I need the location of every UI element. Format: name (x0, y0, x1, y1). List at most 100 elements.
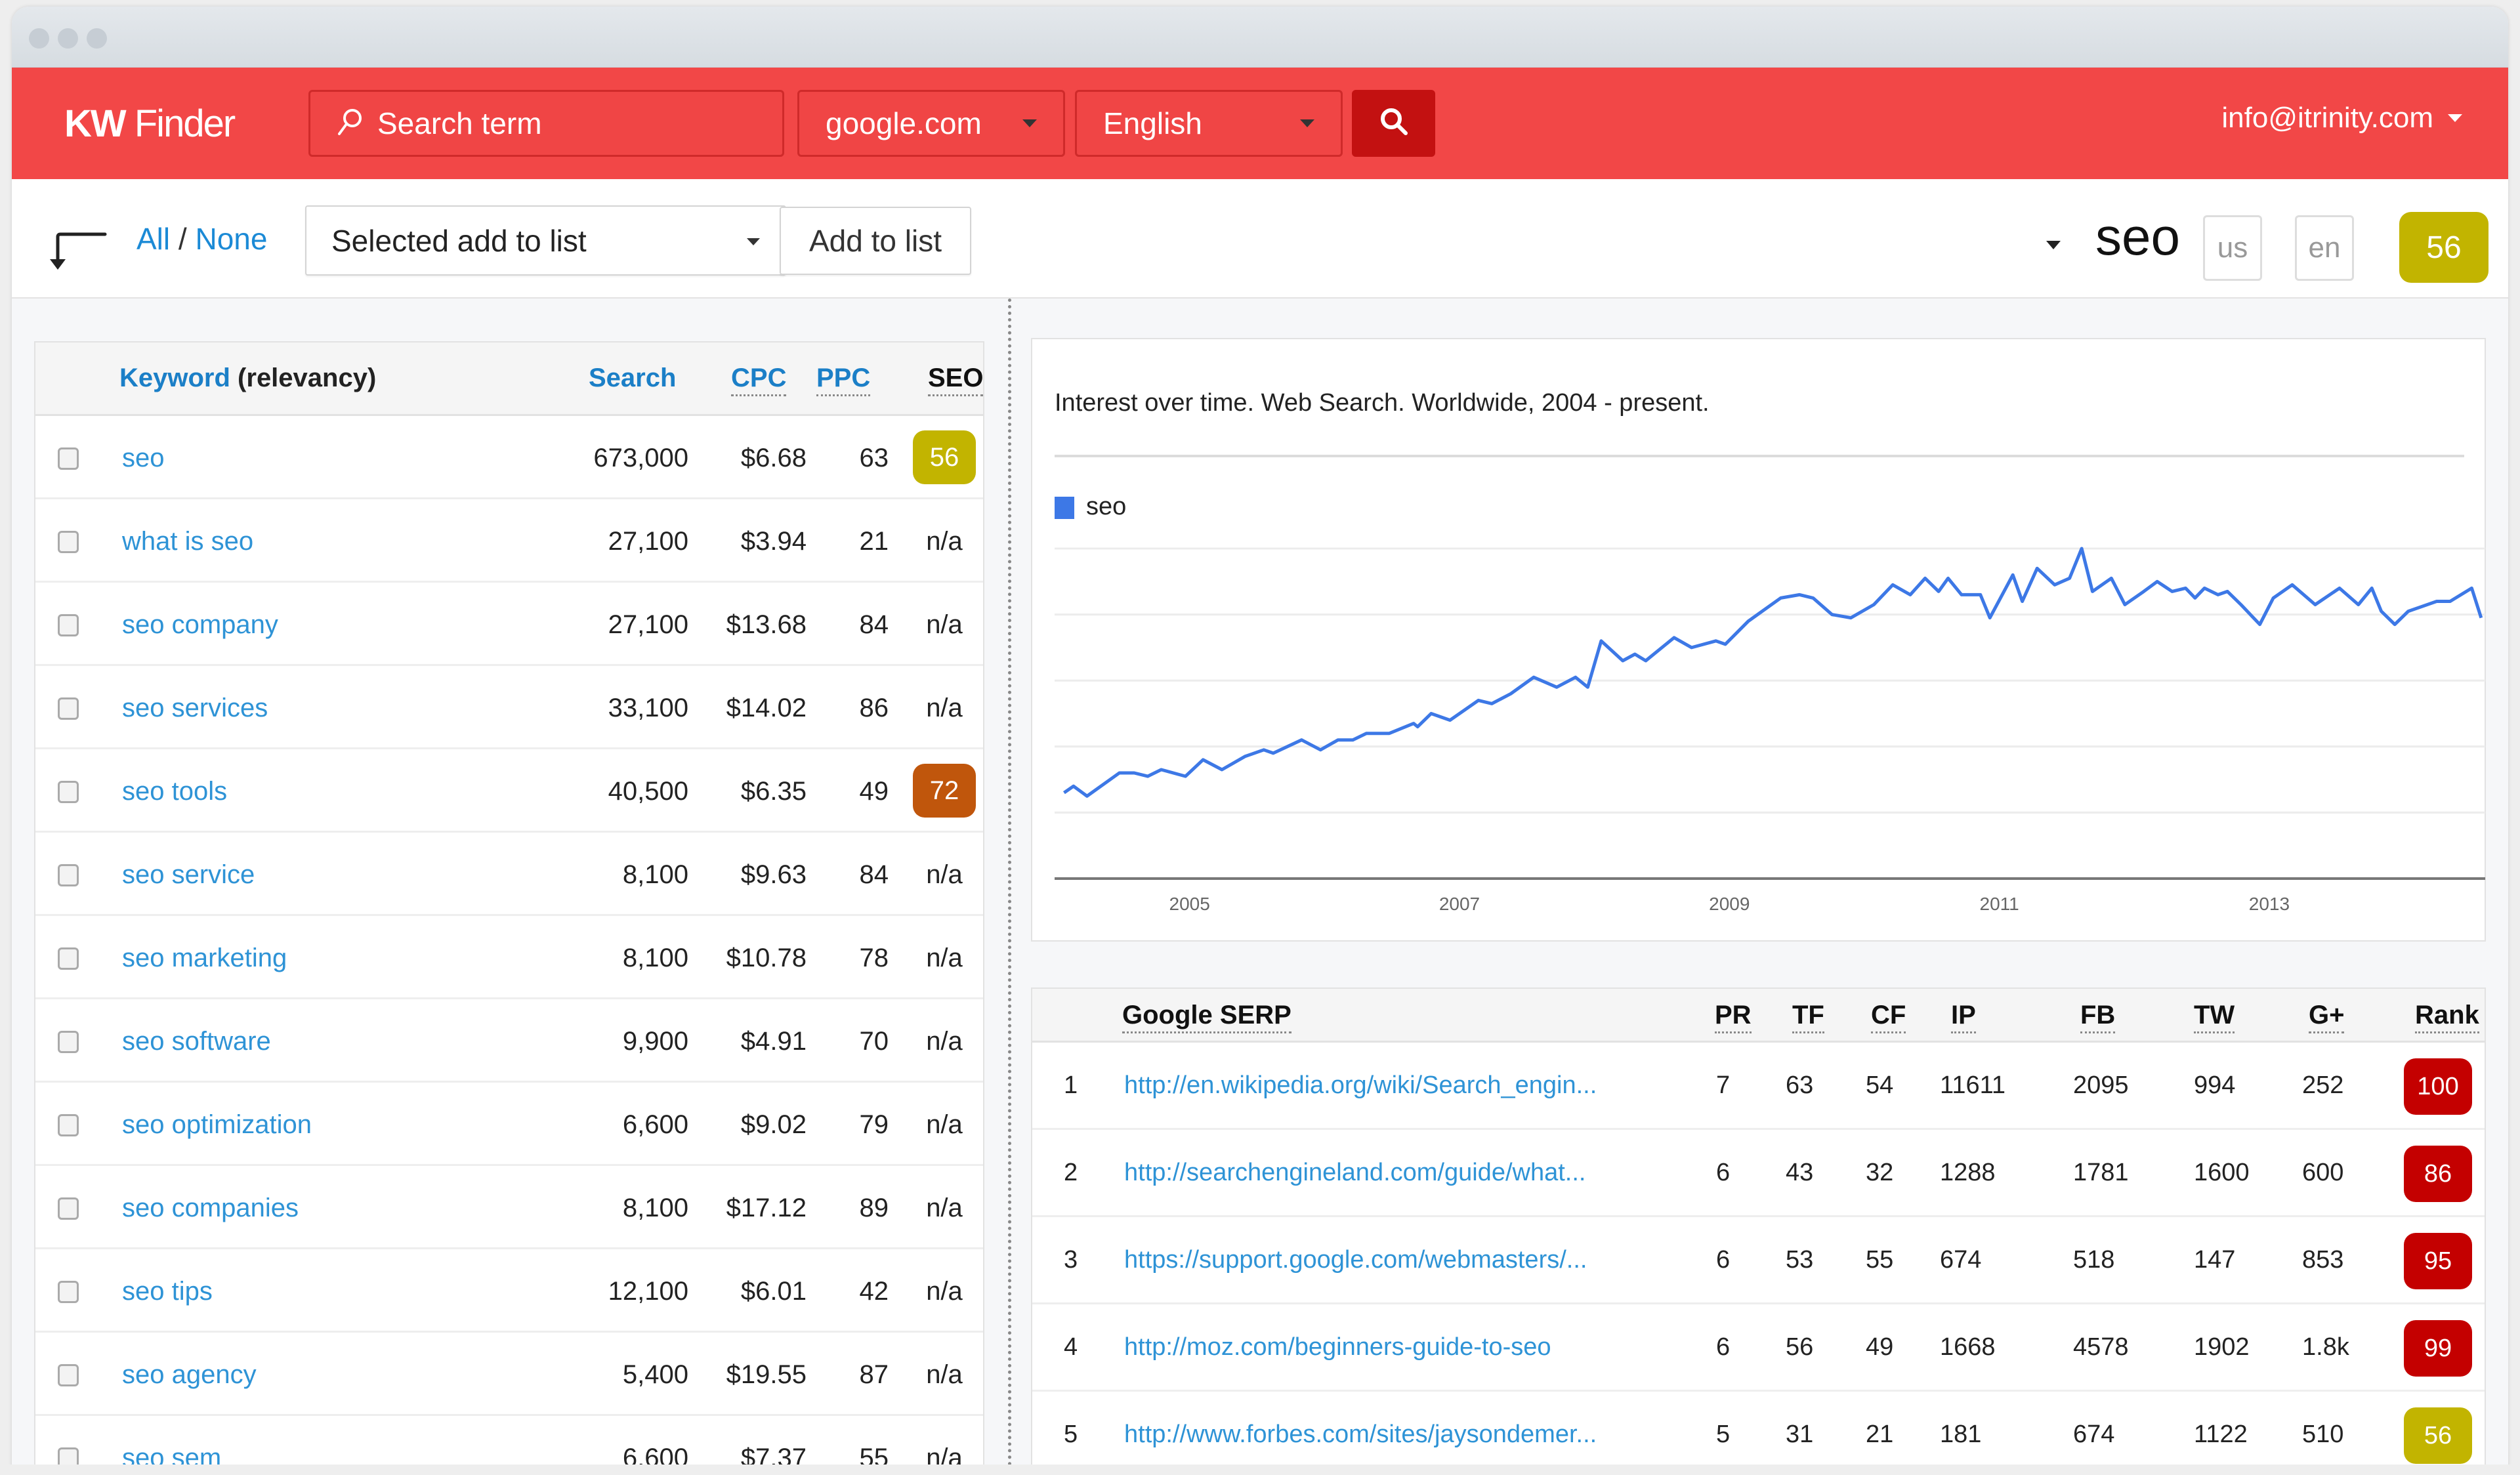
column-fb[interactable]: FB (2080, 1001, 2116, 1033)
select-none-link[interactable]: None (195, 222, 268, 256)
search-input[interactable]: Search term (308, 90, 784, 157)
serp-position: 1 (1064, 1071, 1078, 1099)
column-gplus[interactable]: G+ (2309, 1001, 2345, 1033)
search-engine-select[interactable]: google.com (797, 90, 1065, 157)
seo-difficulty: n/a (926, 610, 963, 639)
gplus-value: 510 (2302, 1421, 2344, 1448)
minimize-window-button[interactable] (58, 28, 78, 49)
column-search[interactable]: Search (589, 364, 677, 392)
keyword-row[interactable]: seo companies 8,100 $17.12 89 n/a (35, 1166, 983, 1249)
search-volume: 6,600 (622, 1110, 688, 1139)
keyword-link[interactable]: seo agency (122, 1360, 257, 1389)
column-keyword[interactable]: Keyword (relevancy) (119, 364, 376, 393)
keyword-row[interactable]: seo tips 12,100 $6.01 42 n/a (35, 1249, 983, 1333)
search-volume: 33,100 (608, 694, 688, 722)
serp-url[interactable]: http://moz.com/beginners-guide-to-seo (1124, 1333, 1551, 1361)
keyword-link[interactable]: seo companies (122, 1194, 299, 1222)
language-value: English (1103, 106, 1202, 140)
legend-label: seo (1086, 493, 1127, 520)
keyword-link[interactable]: seo services (122, 694, 268, 722)
serp-url[interactable]: https://support.google.com/webmasters/..… (1124, 1246, 1587, 1274)
row-checkbox[interactable] (58, 447, 79, 470)
column-ppc[interactable]: PPC (816, 364, 871, 396)
keyword-row[interactable]: seo service 8,100 $9.63 84 n/a (35, 833, 983, 916)
keyword-link[interactable]: seo software (122, 1027, 271, 1056)
keyword-table-header: Keyword (relevancy) Search CPC PPC SEO (35, 343, 984, 416)
column-tw[interactable]: TW (2194, 1001, 2235, 1033)
rank-badge: 56 (2404, 1407, 2472, 1464)
search-button[interactable] (1352, 90, 1435, 157)
tf-value: 43 (1786, 1159, 1814, 1186)
keyword-row[interactable]: seo company 27,100 $13.68 84 n/a (35, 583, 983, 666)
keyword-row[interactable]: seo agency 5,400 $19.55 87 n/a (35, 1333, 983, 1416)
chevron-down-icon (747, 238, 760, 245)
keyword-row[interactable]: seo software 9,900 $4.91 70 n/a (35, 999, 983, 1083)
cf-value: 21 (1866, 1421, 1894, 1448)
serp-url[interactable]: http://www.forbes.com/sites/jaysondemer.… (1124, 1421, 1597, 1448)
pr-value: 7 (1716, 1071, 1731, 1099)
keyword-link[interactable]: seo tips (122, 1277, 213, 1306)
tf-value: 53 (1786, 1246, 1814, 1274)
app-logo[interactable]: KW Finder (64, 102, 236, 146)
column-seo[interactable]: SEO (928, 364, 984, 396)
keyword-link[interactable]: seo service (122, 860, 255, 889)
separator: / (170, 222, 196, 256)
panel-resize-handle[interactable] (1008, 299, 1011, 1475)
serp-url[interactable]: http://searchengineland.com/guide/what..… (1124, 1159, 1586, 1186)
serp-row: 2 http://searchengineland.com/guide/what.… (1032, 1130, 2485, 1217)
keyword-history-dropdown-icon[interactable] (2046, 241, 2061, 249)
keyword-link[interactable]: seo company (122, 610, 278, 639)
trend-chart-panel: Interest over time. Web Search. Worldwid… (1031, 338, 2486, 942)
keyword-row[interactable]: seo marketing 8,100 $10.78 78 n/a (35, 916, 983, 999)
keyword-row[interactable]: what is seo 27,100 $3.94 21 n/a (35, 499, 983, 583)
maximize-window-button[interactable] (87, 28, 107, 49)
ip-value: 1668 (1940, 1333, 1996, 1361)
row-checkbox[interactable] (58, 614, 79, 636)
tw-value: 1902 (2194, 1333, 2250, 1361)
serp-row: 4 http://moz.com/beginners-guide-to-seo 6 5… (1032, 1304, 2485, 1392)
cpc-value: $10.78 (726, 944, 807, 972)
add-to-list-button[interactable]: Add to list (780, 207, 971, 275)
row-checkbox[interactable] (58, 781, 79, 803)
column-pr[interactable]: PR (1715, 1001, 1752, 1033)
row-checkbox[interactable] (58, 1364, 79, 1386)
row-checkbox[interactable] (58, 531, 79, 553)
keyword-row[interactable]: seo 673,000 $6.68 63 56 (35, 416, 983, 499)
keyword-link[interactable]: seo marketing (122, 944, 287, 972)
serp-row: 5 http://www.forbes.com/sites/jaysondemer… (1032, 1392, 2485, 1475)
close-window-button[interactable] (29, 28, 49, 49)
row-checkbox[interactable] (58, 1281, 79, 1303)
keyword-row[interactable]: seo optimization 6,600 $9.02 79 n/a (35, 1083, 983, 1166)
serp-url[interactable]: http://en.wikipedia.org/wiki/Search_engi… (1124, 1071, 1597, 1099)
row-checkbox[interactable] (58, 1031, 79, 1053)
column-cpc[interactable]: CPC (731, 364, 787, 396)
row-checkbox[interactable] (58, 1197, 79, 1220)
column-tf[interactable]: TF (1792, 1001, 1824, 1033)
search-volume: 27,100 (608, 527, 688, 556)
column-ip[interactable]: IP (1951, 1001, 1976, 1033)
language-select[interactable]: English (1075, 90, 1343, 157)
add-to-list-select[interactable]: Selected add to list (305, 205, 786, 276)
keyword-row[interactable]: seo services 33,100 $14.02 86 n/a (35, 666, 983, 749)
column-google-serp[interactable]: Google SERP (1122, 1001, 1292, 1033)
column-cf[interactable]: CF (1871, 1001, 1906, 1033)
logo-bold: KW (64, 102, 127, 145)
row-checkbox[interactable] (58, 864, 79, 886)
keyword-link[interactable]: seo (122, 444, 165, 472)
serp-table: Google SERP PR TF CF IP FB TW G+ Rank 1 h… (1031, 987, 2486, 1475)
keyword-link[interactable]: seo optimization (122, 1110, 312, 1139)
keyword-row[interactable]: seo tools 40,500 $6.35 49 72 (35, 749, 983, 833)
row-checkbox[interactable] (58, 947, 79, 970)
serp-table-header: Google SERP PR TF CF IP FB TW G+ Rank (1032, 989, 2485, 1043)
select-all-link[interactable]: All (136, 222, 171, 256)
keyword-link[interactable]: seo tools (122, 777, 228, 806)
rank-badge: 95 (2404, 1233, 2472, 1289)
search-volume: 8,100 (622, 1194, 688, 1222)
user-menu[interactable]: info@itrinity.com (2221, 102, 2462, 135)
row-checkbox[interactable] (58, 1114, 79, 1136)
search-placeholder: Search term (377, 106, 542, 140)
tw-value: 1600 (2194, 1159, 2250, 1186)
keyword-link[interactable]: what is seo (122, 527, 254, 556)
column-rank[interactable]: Rank (2415, 1001, 2479, 1033)
row-checkbox[interactable] (58, 697, 79, 720)
